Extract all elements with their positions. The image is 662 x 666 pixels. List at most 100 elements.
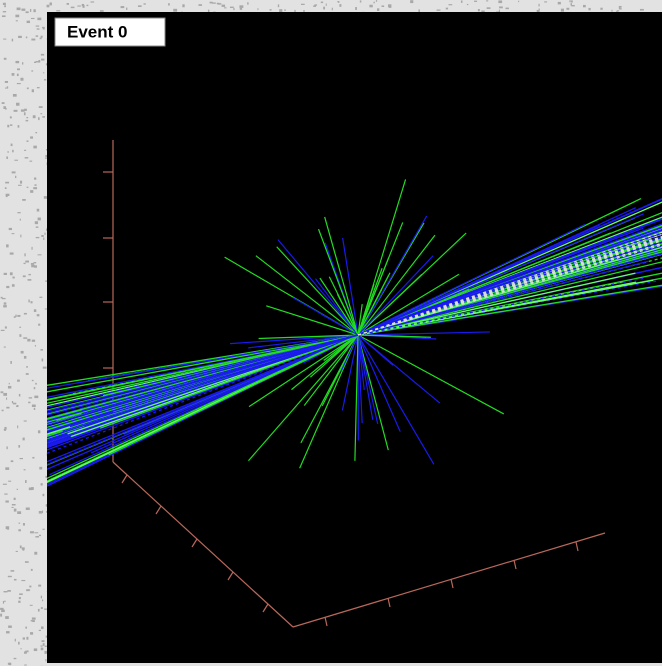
- speckle: [6, 398, 7, 400]
- speckle: [18, 642, 20, 645]
- speckle: [247, 2, 248, 4]
- speckle: [6, 244, 9, 247]
- speckle: [18, 601, 20, 603]
- speckle: [67, 3, 69, 5]
- speckle: [33, 146, 36, 149]
- speckle: [337, 1, 339, 2]
- speckle: [30, 136, 33, 138]
- speckle: [474, 1, 477, 2]
- speckle: [12, 277, 14, 279]
- speckle: [82, 4, 84, 6]
- speckle: [1, 610, 5, 613]
- speckle: [284, 10, 286, 11]
- speckle: [19, 327, 21, 328]
- speckle: [30, 190, 33, 193]
- speckle: [20, 235, 21, 238]
- speckle: [100, 10, 104, 12]
- speckle: [218, 3, 221, 4]
- speckle: [71, 7, 75, 9]
- speckle: [24, 356, 26, 359]
- speckle: [138, 5, 142, 7]
- speckle: [26, 366, 28, 367]
- speckle: [14, 316, 16, 318]
- speckle: [388, 4, 391, 7]
- speckle: [47, 5, 50, 8]
- speckle: [26, 120, 29, 121]
- speckle: [43, 28, 45, 29]
- speckle: [144, 3, 146, 4]
- speckle: [15, 15, 19, 18]
- speckle: [24, 313, 27, 315]
- speckle: [31, 263, 34, 265]
- speckle: [558, 2, 561, 4]
- speckle: [240, 8, 242, 10]
- speckle: [38, 218, 41, 221]
- speckle: [14, 160, 18, 161]
- speckle: [3, 484, 7, 485]
- speckle: [13, 94, 17, 97]
- speckle: [35, 383, 37, 385]
- speckle: [16, 20, 18, 21]
- speckle: [24, 469, 26, 470]
- speckle: [544, 1, 547, 2]
- speckle: [10, 252, 14, 254]
- speckle: [224, 7, 226, 8]
- speckle: [314, 4, 317, 5]
- speckle: [11, 460, 14, 462]
- speckle: [30, 531, 34, 533]
- speckle: [34, 309, 36, 312]
- speckle: [640, 9, 644, 11]
- speckle: [30, 632, 33, 635]
- speckle: [230, 7, 234, 8]
- speckle: [583, 5, 586, 7]
- speckle: [34, 387, 36, 389]
- speckle: [36, 35, 39, 37]
- speckle: [31, 18, 35, 19]
- speckle: [42, 359, 44, 362]
- speckle: [24, 109, 27, 111]
- speckle: [332, 8, 333, 11]
- speckle: [19, 593, 23, 595]
- speckle: [19, 523, 21, 524]
- speckle: [382, 5, 385, 7]
- speckle: [4, 5, 6, 7]
- speckle: [31, 620, 33, 621]
- speckle: [3, 601, 4, 604]
- speckle: [42, 511, 43, 514]
- speckle: [3, 106, 5, 109]
- speckle: [39, 106, 43, 108]
- speckle: [5, 326, 7, 328]
- speckle: [16, 551, 18, 552]
- speckle: [33, 187, 37, 189]
- speckle: [31, 301, 33, 303]
- speckle: [437, 10, 441, 11]
- speckle: [40, 349, 43, 351]
- speckle: [20, 219, 21, 221]
- speckle: [4, 493, 7, 494]
- speckle: [37, 87, 40, 88]
- speckle: [11, 570, 15, 572]
- speckle: [4, 429, 6, 431]
- speckle: [18, 125, 20, 128]
- speckle: [32, 405, 36, 407]
- speckle: [29, 397, 32, 398]
- speckle: [239, 5, 243, 8]
- speckle: [418, 9, 420, 12]
- speckle: [24, 253, 25, 256]
- speckle: [360, 0, 361, 2]
- speckle: [173, 9, 177, 12]
- speckle: [38, 324, 40, 326]
- speckle: [2, 410, 4, 412]
- speckle: [45, 280, 47, 281]
- speckle: [42, 640, 45, 642]
- speckle: [208, 10, 209, 12]
- speckle: [410, 0, 413, 3]
- speckle: [5, 88, 8, 89]
- speckle: [34, 532, 38, 533]
- speckle: [7, 590, 11, 592]
- speckle: [17, 511, 21, 514]
- speckle: [301, 4, 305, 5]
- speckle: [12, 233, 15, 234]
- speckle: [37, 28, 40, 29]
- speckle: [21, 580, 25, 581]
